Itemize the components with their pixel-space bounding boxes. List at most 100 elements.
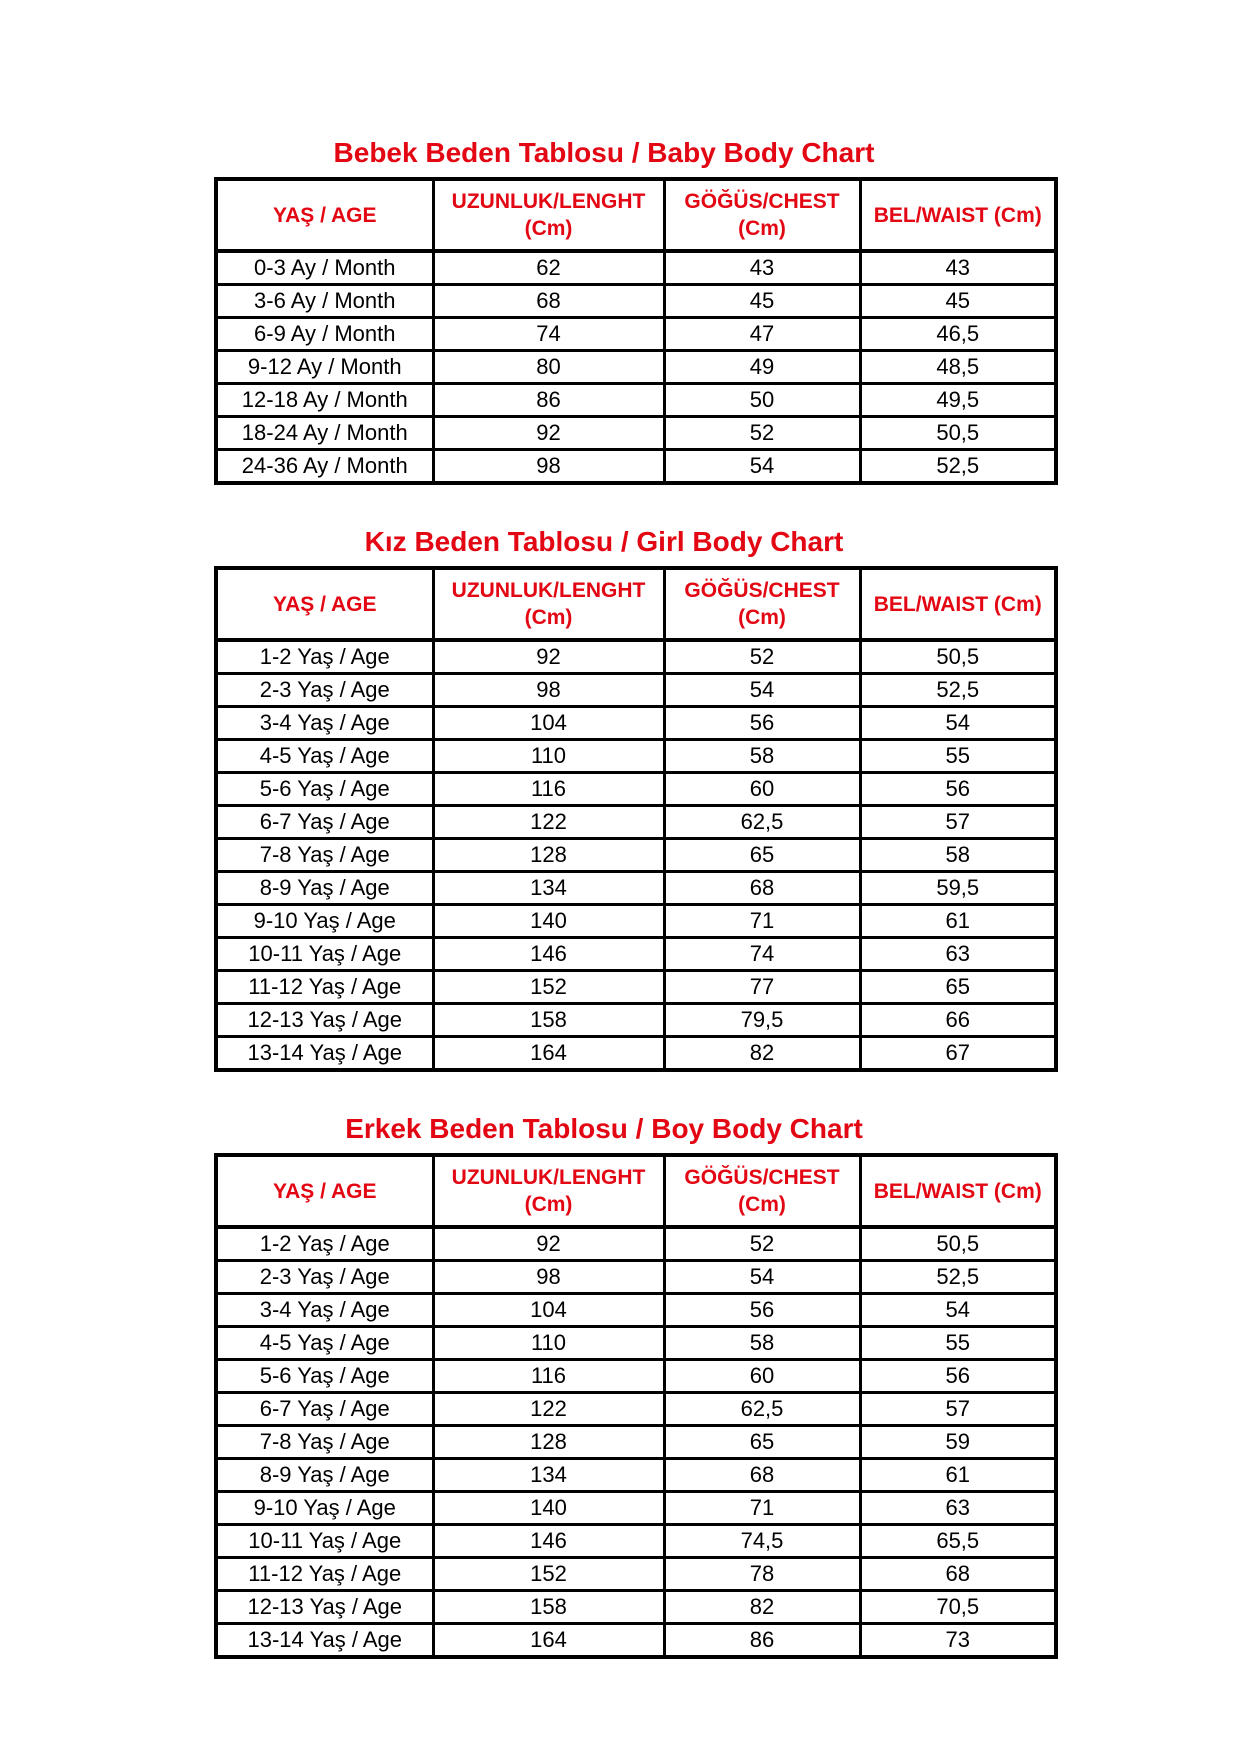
- column-header-unit: (Cm): [524, 217, 573, 240]
- value-cell: 67: [858, 1035, 1058, 1072]
- value-cell: 80: [431, 349, 666, 385]
- table-row: 10-11 Yaş / Age 146 74,5 65,5: [214, 1523, 1058, 1559]
- column-header-unit: (Cm): [738, 217, 786, 240]
- value-cell: 62,5: [662, 804, 862, 840]
- column-header-unit: (Cm): [524, 1193, 573, 1216]
- column-header-length: UZUNLUK/LENGHT (Cm): [431, 1153, 666, 1229]
- value-cell: 50,5: [858, 638, 1058, 675]
- value-cell: 92: [431, 415, 666, 451]
- table-row: 12-13 Yaş / Age 158 82 70,5: [214, 1589, 1058, 1625]
- value-cell: 55: [858, 1325, 1058, 1361]
- section-baby: Bebek Beden Tablosu / Baby Body Chart YA…: [0, 137, 1241, 485]
- value-cell: 65: [662, 837, 862, 873]
- column-header-label: UZUNLUK/LENGHT: [451, 190, 646, 213]
- value-cell: 92: [431, 1225, 666, 1262]
- value-cell: 86: [662, 1622, 862, 1659]
- value-cell: 56: [858, 771, 1058, 807]
- value-cell: 68: [431, 283, 666, 319]
- column-header-age: YAŞ / AGE: [214, 566, 435, 642]
- baby-size-table: YAŞ / AGE UZUNLUK/LENGHT (Cm) GÖĞÜS/CHES…: [214, 177, 1058, 485]
- table-row: 1-2 Yaş / Age 92 52 50,5: [214, 638, 1058, 675]
- table-row: 6-7 Yaş / Age 122 62,5 57: [214, 804, 1058, 840]
- value-cell: 43: [858, 249, 1058, 286]
- value-cell: 158: [431, 1589, 666, 1625]
- table-row: 12-18 Ay / Month 86 50 49,5: [214, 382, 1058, 418]
- column-header-unit: (Cm): [738, 1193, 786, 1216]
- table-row: 11-12 Yaş / Age 152 78 68: [214, 1556, 1058, 1592]
- column-header-age: YAŞ / AGE: [214, 177, 435, 253]
- value-cell: 65: [858, 969, 1058, 1005]
- value-cell: 56: [662, 705, 862, 741]
- value-cell: 58: [858, 837, 1058, 873]
- table-row: 6-9 Ay / Month 74 47 46,5: [214, 316, 1058, 352]
- baby-table-header: YAŞ / AGE UZUNLUK/LENGHT (Cm) GÖĞÜS/CHES…: [214, 177, 1058, 253]
- boy-table-header: YAŞ / AGE UZUNLUK/LENGHT (Cm) GÖĞÜS/CHES…: [214, 1153, 1058, 1229]
- value-cell: 52: [662, 415, 862, 451]
- column-header-label: GÖĞÜS/CHEST: [684, 1166, 840, 1189]
- value-cell: 58: [662, 738, 862, 774]
- table-row: 2-3 Yaş / Age 98 54 52,5: [214, 1259, 1058, 1295]
- value-cell: 82: [662, 1035, 862, 1072]
- value-cell: 59,5: [858, 870, 1058, 906]
- value-cell: 62,5: [662, 1391, 862, 1427]
- value-cell: 104: [431, 1292, 666, 1328]
- table-row: 0-3 Ay / Month 62 43 43: [214, 249, 1058, 286]
- boy-size-table: YAŞ / AGE UZUNLUK/LENGHT (Cm) GÖĞÜS/CHES…: [214, 1153, 1058, 1659]
- value-cell: 62: [431, 249, 666, 286]
- table-row: 9-12 Ay / Month 80 49 48,5: [214, 349, 1058, 385]
- row-label-cell: 8-9 Yaş / Age: [214, 870, 435, 906]
- value-cell: 57: [858, 1391, 1058, 1427]
- table-row: 8-9 Yaş / Age 134 68 61: [214, 1457, 1058, 1493]
- table-row: 7-8 Yaş / Age 128 65 58: [214, 837, 1058, 873]
- row-label-cell: 12-13 Yaş / Age: [214, 1589, 435, 1625]
- value-cell: 140: [431, 903, 666, 939]
- value-cell: 43: [662, 249, 862, 286]
- girl-table-body: 1-2 Yaş / Age 92 52 50,5 2-3 Yaş / Age 98 54 52…: [214, 638, 1058, 1072]
- value-cell: 54: [858, 1292, 1058, 1328]
- value-cell: 65: [662, 1424, 862, 1460]
- value-cell: 79,5: [662, 1002, 862, 1038]
- value-cell: 55: [858, 738, 1058, 774]
- value-cell: 77: [662, 969, 862, 1005]
- table-row: 3-4 Yaş / Age 104 56 54: [214, 705, 1058, 741]
- column-header-label: BEL/WAIST (Cm): [873, 1179, 1042, 1203]
- value-cell: 152: [431, 1556, 666, 1592]
- value-cell: 63: [858, 936, 1058, 972]
- row-label-cell: 9-10 Yaş / Age: [214, 1490, 435, 1526]
- value-cell: 54: [662, 672, 862, 708]
- value-cell: 46,5: [858, 316, 1058, 352]
- boy-table-body: 1-2 Yaş / Age 92 52 50,5 2-3 Yaş / Age 98 54 52…: [214, 1225, 1058, 1659]
- row-label-cell: 1-2 Yaş / Age: [214, 638, 435, 675]
- value-cell: 54: [662, 1259, 862, 1295]
- header-row: YAŞ / AGE UZUNLUK/LENGHT (Cm) GÖĞÜS/CHES…: [214, 177, 1058, 253]
- value-cell: 98: [431, 448, 666, 485]
- value-cell: 49: [662, 349, 862, 385]
- value-cell: 56: [858, 1358, 1058, 1394]
- column-header-length: UZUNLUK/LENGHT (Cm): [431, 566, 666, 642]
- table-row: 7-8 Yaş / Age 128 65 59: [214, 1424, 1058, 1460]
- column-header-waist: BEL/WAIST (Cm): [858, 566, 1058, 642]
- table-row: 9-10 Yaş / Age 140 71 61: [214, 903, 1058, 939]
- value-cell: 104: [431, 705, 666, 741]
- column-header-chest: GÖĞÜS/CHEST (Cm): [662, 177, 862, 253]
- table-row: 4-5 Yaş / Age 110 58 55: [214, 1325, 1058, 1361]
- value-cell: 116: [431, 771, 666, 807]
- table-row: 11-12 Yaş / Age 152 77 65: [214, 969, 1058, 1005]
- column-header-unit: (Cm): [524, 606, 573, 629]
- column-header-label: YAŞ / AGE: [273, 203, 377, 227]
- value-cell: 74: [662, 936, 862, 972]
- value-cell: 74: [431, 316, 666, 352]
- row-label-cell: 12-18 Ay / Month: [214, 382, 435, 418]
- value-cell: 45: [858, 283, 1058, 319]
- value-cell: 54: [858, 705, 1058, 741]
- table-row: 1-2 Yaş / Age 92 52 50,5: [214, 1225, 1058, 1262]
- value-cell: 52,5: [858, 1259, 1058, 1295]
- column-header-label: BEL/WAIST (Cm): [873, 592, 1042, 616]
- row-label-cell: 3-4 Yaş / Age: [214, 1292, 435, 1328]
- row-label-cell: 7-8 Yaş / Age: [214, 1424, 435, 1460]
- row-label-cell: 10-11 Yaş / Age: [214, 1523, 435, 1559]
- value-cell: 98: [431, 1259, 666, 1295]
- value-cell: 70,5: [858, 1589, 1058, 1625]
- column-header-label: UZUNLUK/LENGHT: [451, 579, 646, 602]
